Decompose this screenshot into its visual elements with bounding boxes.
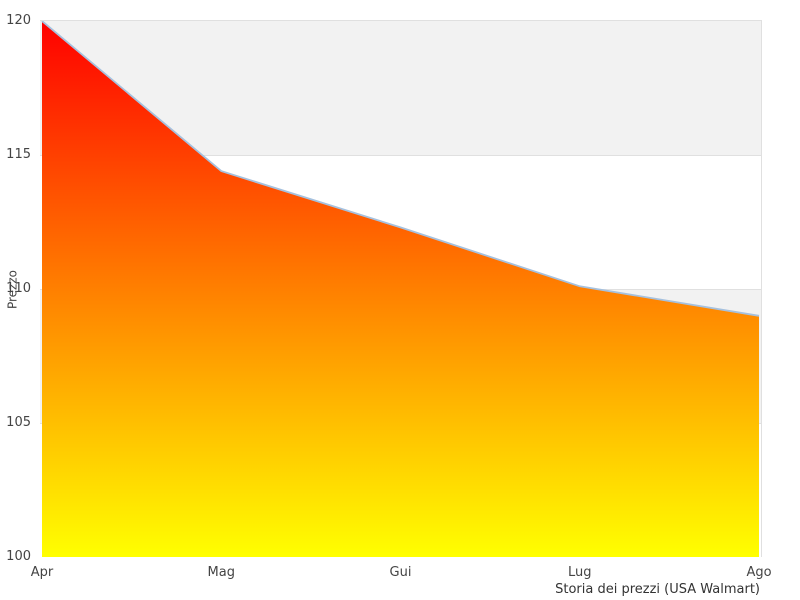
x-tick-apr: Apr xyxy=(30,565,54,580)
x-tick-ago: Ago xyxy=(746,565,772,580)
x-tick-lug: Lug xyxy=(567,565,592,580)
y-tick-100: 100 xyxy=(6,549,31,564)
y-tick-105: 105 xyxy=(6,415,31,430)
area-series-svg xyxy=(41,21,760,557)
y-axis-title: Prezzo xyxy=(5,269,20,310)
plot-area xyxy=(40,20,762,557)
chart-caption: Storia dei prezzi (USA Walmart) xyxy=(555,582,760,597)
series-line xyxy=(41,21,760,317)
gridline-115 xyxy=(40,155,761,156)
y-tick-120: 120 xyxy=(6,13,31,28)
x-tick-gui: Gui xyxy=(389,565,412,580)
x-tick-mag: Mag xyxy=(207,565,235,580)
y-tick-115: 115 xyxy=(6,147,31,162)
area-fill xyxy=(42,21,759,557)
y-tick-110: 110 xyxy=(6,281,31,296)
